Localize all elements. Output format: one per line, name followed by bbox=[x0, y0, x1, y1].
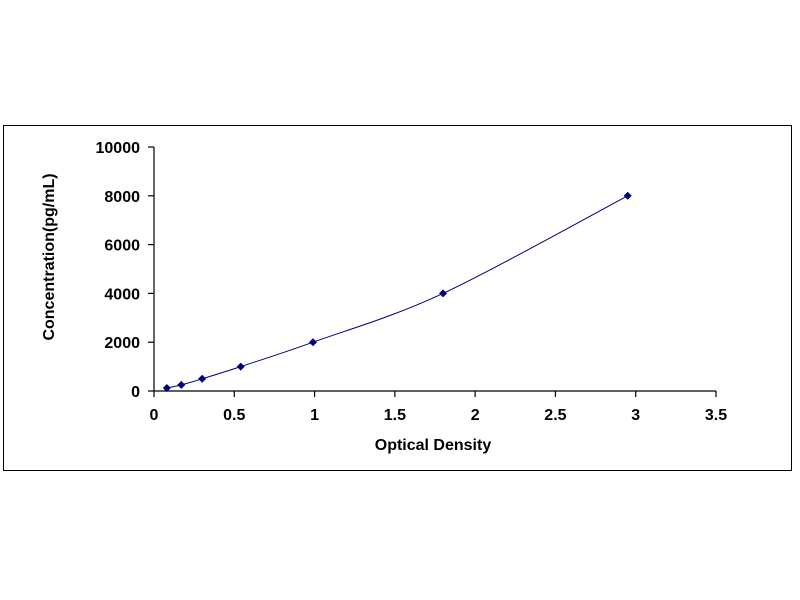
data-points bbox=[162, 191, 632, 392]
data-point-diamond bbox=[308, 338, 317, 347]
trend-curve-line bbox=[166, 195, 628, 389]
data-point-diamond bbox=[439, 289, 448, 298]
y-tick-label: 0 bbox=[131, 384, 140, 401]
data-point-diamond bbox=[177, 380, 186, 389]
axes bbox=[153, 147, 716, 392]
x-tick-label: 2.5 bbox=[544, 407, 566, 424]
x-tick-label: 0.5 bbox=[223, 407, 245, 424]
x-tick-label: 1.5 bbox=[384, 407, 406, 424]
y-tick-label: 10000 bbox=[96, 140, 141, 157]
chart-frame bbox=[3, 125, 792, 471]
y-tick-label: 8000 bbox=[104, 189, 140, 206]
x-tick-label: 3 bbox=[631, 407, 640, 424]
y-axis-title: Concentration(pg/mL) bbox=[41, 173, 58, 340]
y-tick-label: 4000 bbox=[104, 286, 140, 303]
data-point-diamond bbox=[198, 374, 207, 383]
axis-ticks: 0 2000 4000 6000 8000 10000 0 0.5 1 1.5 2 2.5 3 3.5 bbox=[96, 140, 728, 424]
x-axis-title: Optical Density bbox=[375, 437, 492, 454]
x-tick-label: 2 bbox=[471, 407, 480, 424]
x-tick-label: 0 bbox=[150, 407, 159, 424]
data-point-diamond bbox=[236, 362, 245, 371]
x-tick-label: 1 bbox=[310, 407, 319, 424]
trend-curve bbox=[166, 195, 628, 389]
y-tick-label: 2000 bbox=[104, 335, 140, 352]
y-tick-label: 6000 bbox=[104, 238, 140, 255]
data-point-diamond bbox=[162, 383, 171, 392]
x-tick-label: 3.5 bbox=[705, 407, 727, 424]
data-point-diamond bbox=[623, 191, 632, 200]
